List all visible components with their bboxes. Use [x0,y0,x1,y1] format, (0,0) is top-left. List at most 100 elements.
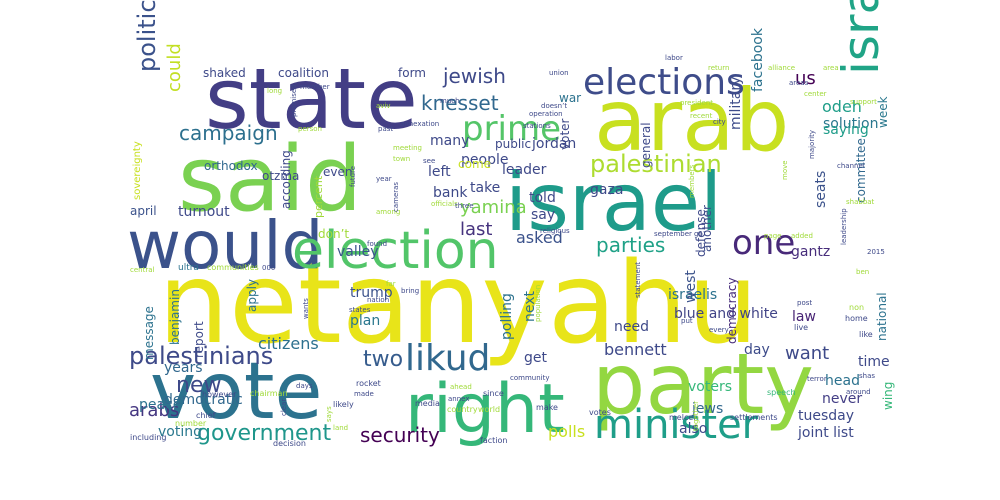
word-need: need [614,319,649,335]
word-member: member [300,83,330,91]
word-labor: labor [665,54,683,62]
word-week: week [876,96,890,128]
word-central: central [130,266,155,274]
word-recent: recent [690,112,713,120]
word-far: far [386,280,396,288]
word-leadership: leadership [840,208,848,245]
word-yamina: yamina [460,197,527,218]
word-chief: chief [196,411,216,420]
word-netanyahu: netanyahu [158,239,758,369]
word-return: return [708,64,729,72]
word-israel: israel [505,156,722,249]
word-terror: terror [807,375,827,383]
word-found: found [367,240,387,248]
word-bennett: bennett [604,340,667,359]
word-democratic: democratic [164,392,243,408]
word-faction: faction [480,436,507,445]
word-land: land [333,424,348,432]
word-years: years [164,360,203,376]
word-september: september [654,230,692,238]
word-saying: saying [823,122,869,138]
word-meeting: meeting [393,144,422,152]
word-turnout: turnout [178,204,230,220]
word-area: area [823,64,839,72]
word-joint-list: joint list [797,425,854,441]
word-public: public [495,137,531,151]
word-percent: percent [312,175,325,218]
word-chairman: chairman [250,389,288,398]
word-officials: officials [431,200,458,208]
word-aviv: aviv [376,102,391,110]
word-message: message [142,306,156,360]
word-among: among [376,208,400,216]
word-like: like [859,330,873,339]
word-want: want [785,343,829,364]
word-arab: arab [594,71,789,171]
word-benjamin: benjamin [168,289,182,345]
word-ben: ben [856,268,869,276]
word-coalition: coalition [278,66,329,80]
word-parties: parties [596,233,665,257]
word-state: state [205,50,418,148]
word-union: union [549,69,569,77]
word-year: year [376,175,392,183]
word-decision: decision [273,439,306,448]
word-party: party [592,335,814,433]
word-general: general [639,122,653,168]
word-polling: polling [499,293,515,340]
word-right: right [405,370,565,449]
word-world: world [478,405,500,414]
word-including: including [130,433,166,442]
word-head: head [825,373,860,389]
word-leader: leader [502,162,547,178]
word-new: new [176,373,221,398]
word-left: left [428,164,451,180]
word-elections: elections [583,62,745,103]
word-facebook: facebook [750,27,766,92]
word-also: also [679,421,707,437]
word-vote: vote [150,347,322,437]
word-jews: jews [691,401,723,417]
word-military: military [728,77,744,130]
word-added: added [791,232,813,240]
word-us: us [795,68,816,89]
word-national: national [875,292,889,341]
word-next: next [522,290,538,322]
word-say: say [531,207,555,223]
word-promised: promised [290,84,298,117]
word-voters: voters [688,379,732,395]
word-home: home [845,314,868,323]
word-city: city [713,118,726,126]
word-areas: areas [789,79,809,87]
word-stations: stations [523,122,551,130]
word-shaked: shaked [203,66,246,80]
word-war: war [559,91,581,105]
word-past: past [378,125,393,133]
word-israeli: israeli [832,0,890,75]
word-told: told [529,190,556,206]
word-gaza: gaza [590,182,623,198]
word-one: one [732,223,795,263]
word-minister: minister [594,402,759,448]
word-democracy: democracy [725,277,739,344]
word-town: town [393,155,410,163]
word-rocket: rocket [356,379,381,388]
word-palestinian: palestinian [590,150,722,178]
word-annexation: annexation [400,120,439,128]
word-don-t: don’t [318,227,349,241]
word-people: people [461,152,508,168]
word-jordan: jordan [531,136,576,152]
word-see: see [423,157,435,165]
word-two: two [363,347,403,372]
word-election: election [292,221,499,281]
word-likely: likely [333,400,354,409]
word-post: post [797,299,812,307]
word-majority: majority [808,130,816,159]
word-otzma: otzma [262,169,299,183]
word-many: many [430,133,469,149]
word-knesset: knesset [421,91,499,115]
word-plan: plan [350,313,380,329]
word-get: get [524,350,548,366]
word-political: political [133,0,161,72]
word-alliance: alliance [768,64,795,72]
